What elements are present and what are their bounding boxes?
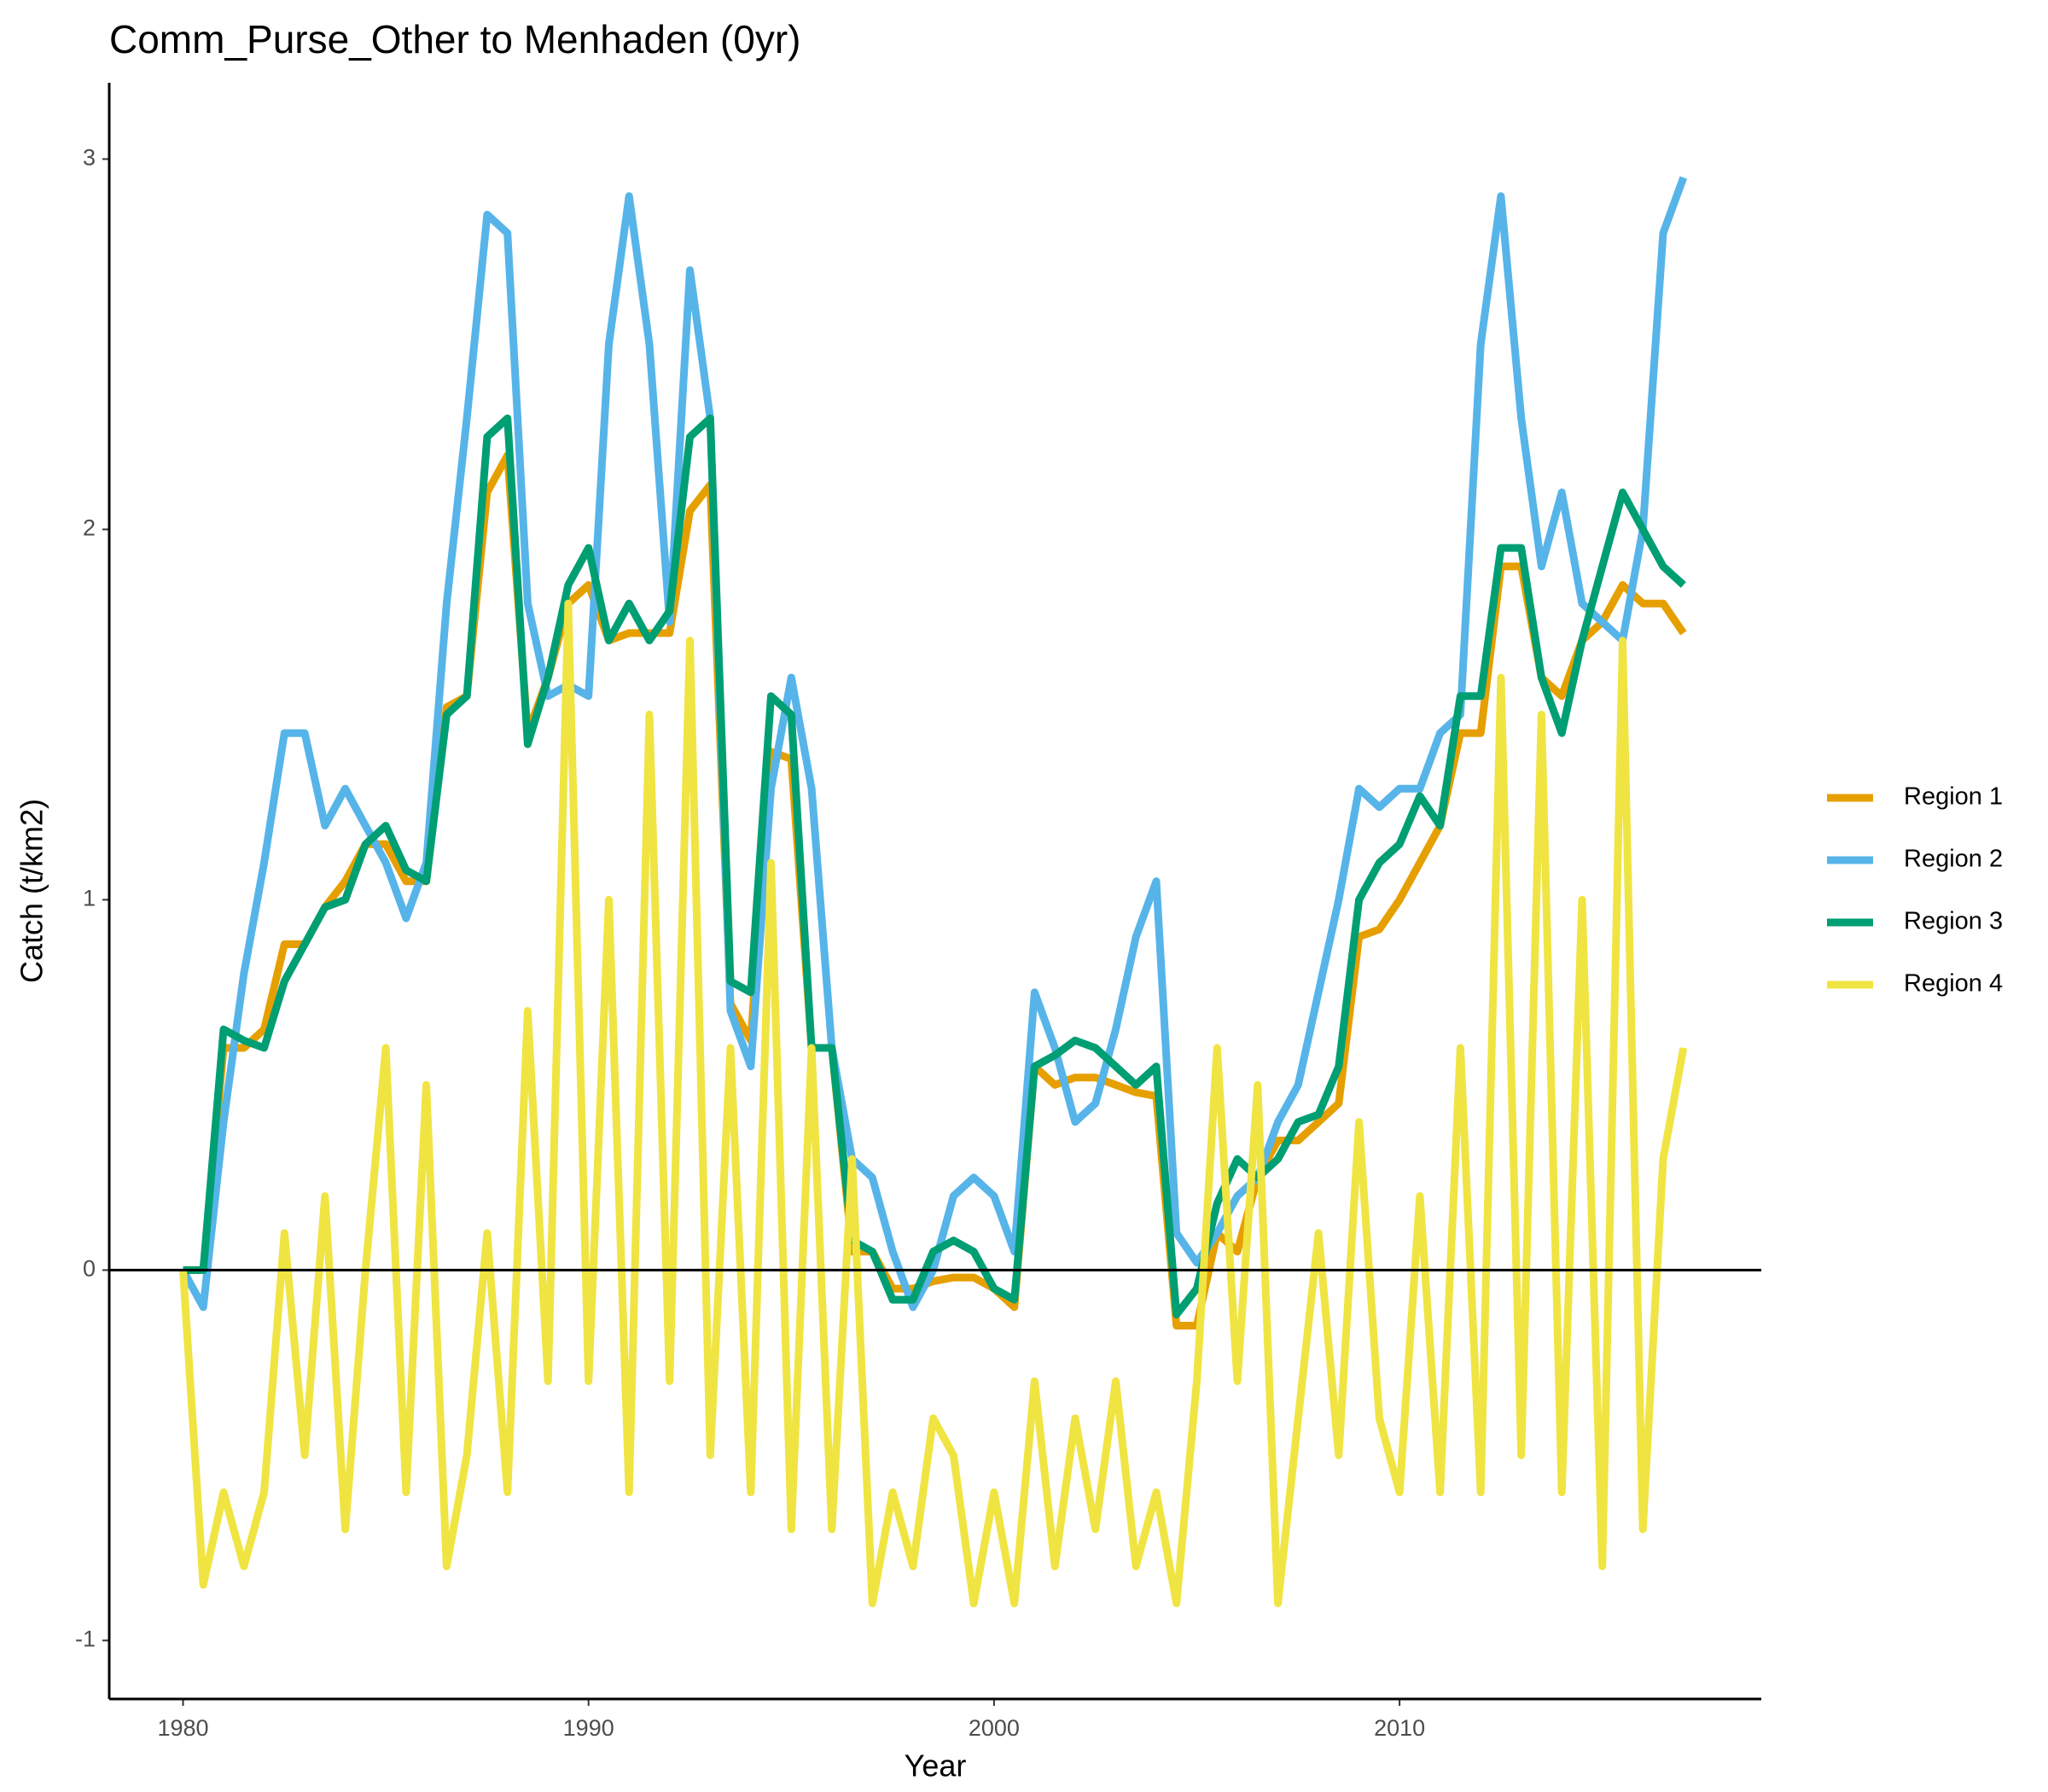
y-axis-title: Catch (t/km2) xyxy=(15,799,49,983)
y-tick-label: 3 xyxy=(83,145,96,171)
legend-label: Region 3 xyxy=(1904,908,2003,935)
series-line xyxy=(179,599,1688,1608)
x-tick-label: 2010 xyxy=(1374,1715,1425,1741)
y-tick-label: 1 xyxy=(83,886,96,911)
chart-title: Comm_Purse_Other to Menhaden (0yr) xyxy=(109,17,800,61)
x-axis-title: Year xyxy=(905,1748,967,1783)
x-tick-label: 2000 xyxy=(969,1715,1020,1741)
x-tick-label: 1990 xyxy=(563,1715,614,1741)
legend-label: Region 1 xyxy=(1904,783,2003,811)
x-tick-label: 1980 xyxy=(157,1715,208,1741)
legend-label: Region 4 xyxy=(1904,970,2003,998)
y-tick-label: 0 xyxy=(83,1256,96,1282)
series-line xyxy=(183,414,1686,1318)
y-tick-label: 2 xyxy=(83,515,96,541)
series-line xyxy=(183,451,1687,1329)
legend-label: Region 2 xyxy=(1904,846,2003,873)
y-tick-label: -1 xyxy=(75,1626,96,1652)
